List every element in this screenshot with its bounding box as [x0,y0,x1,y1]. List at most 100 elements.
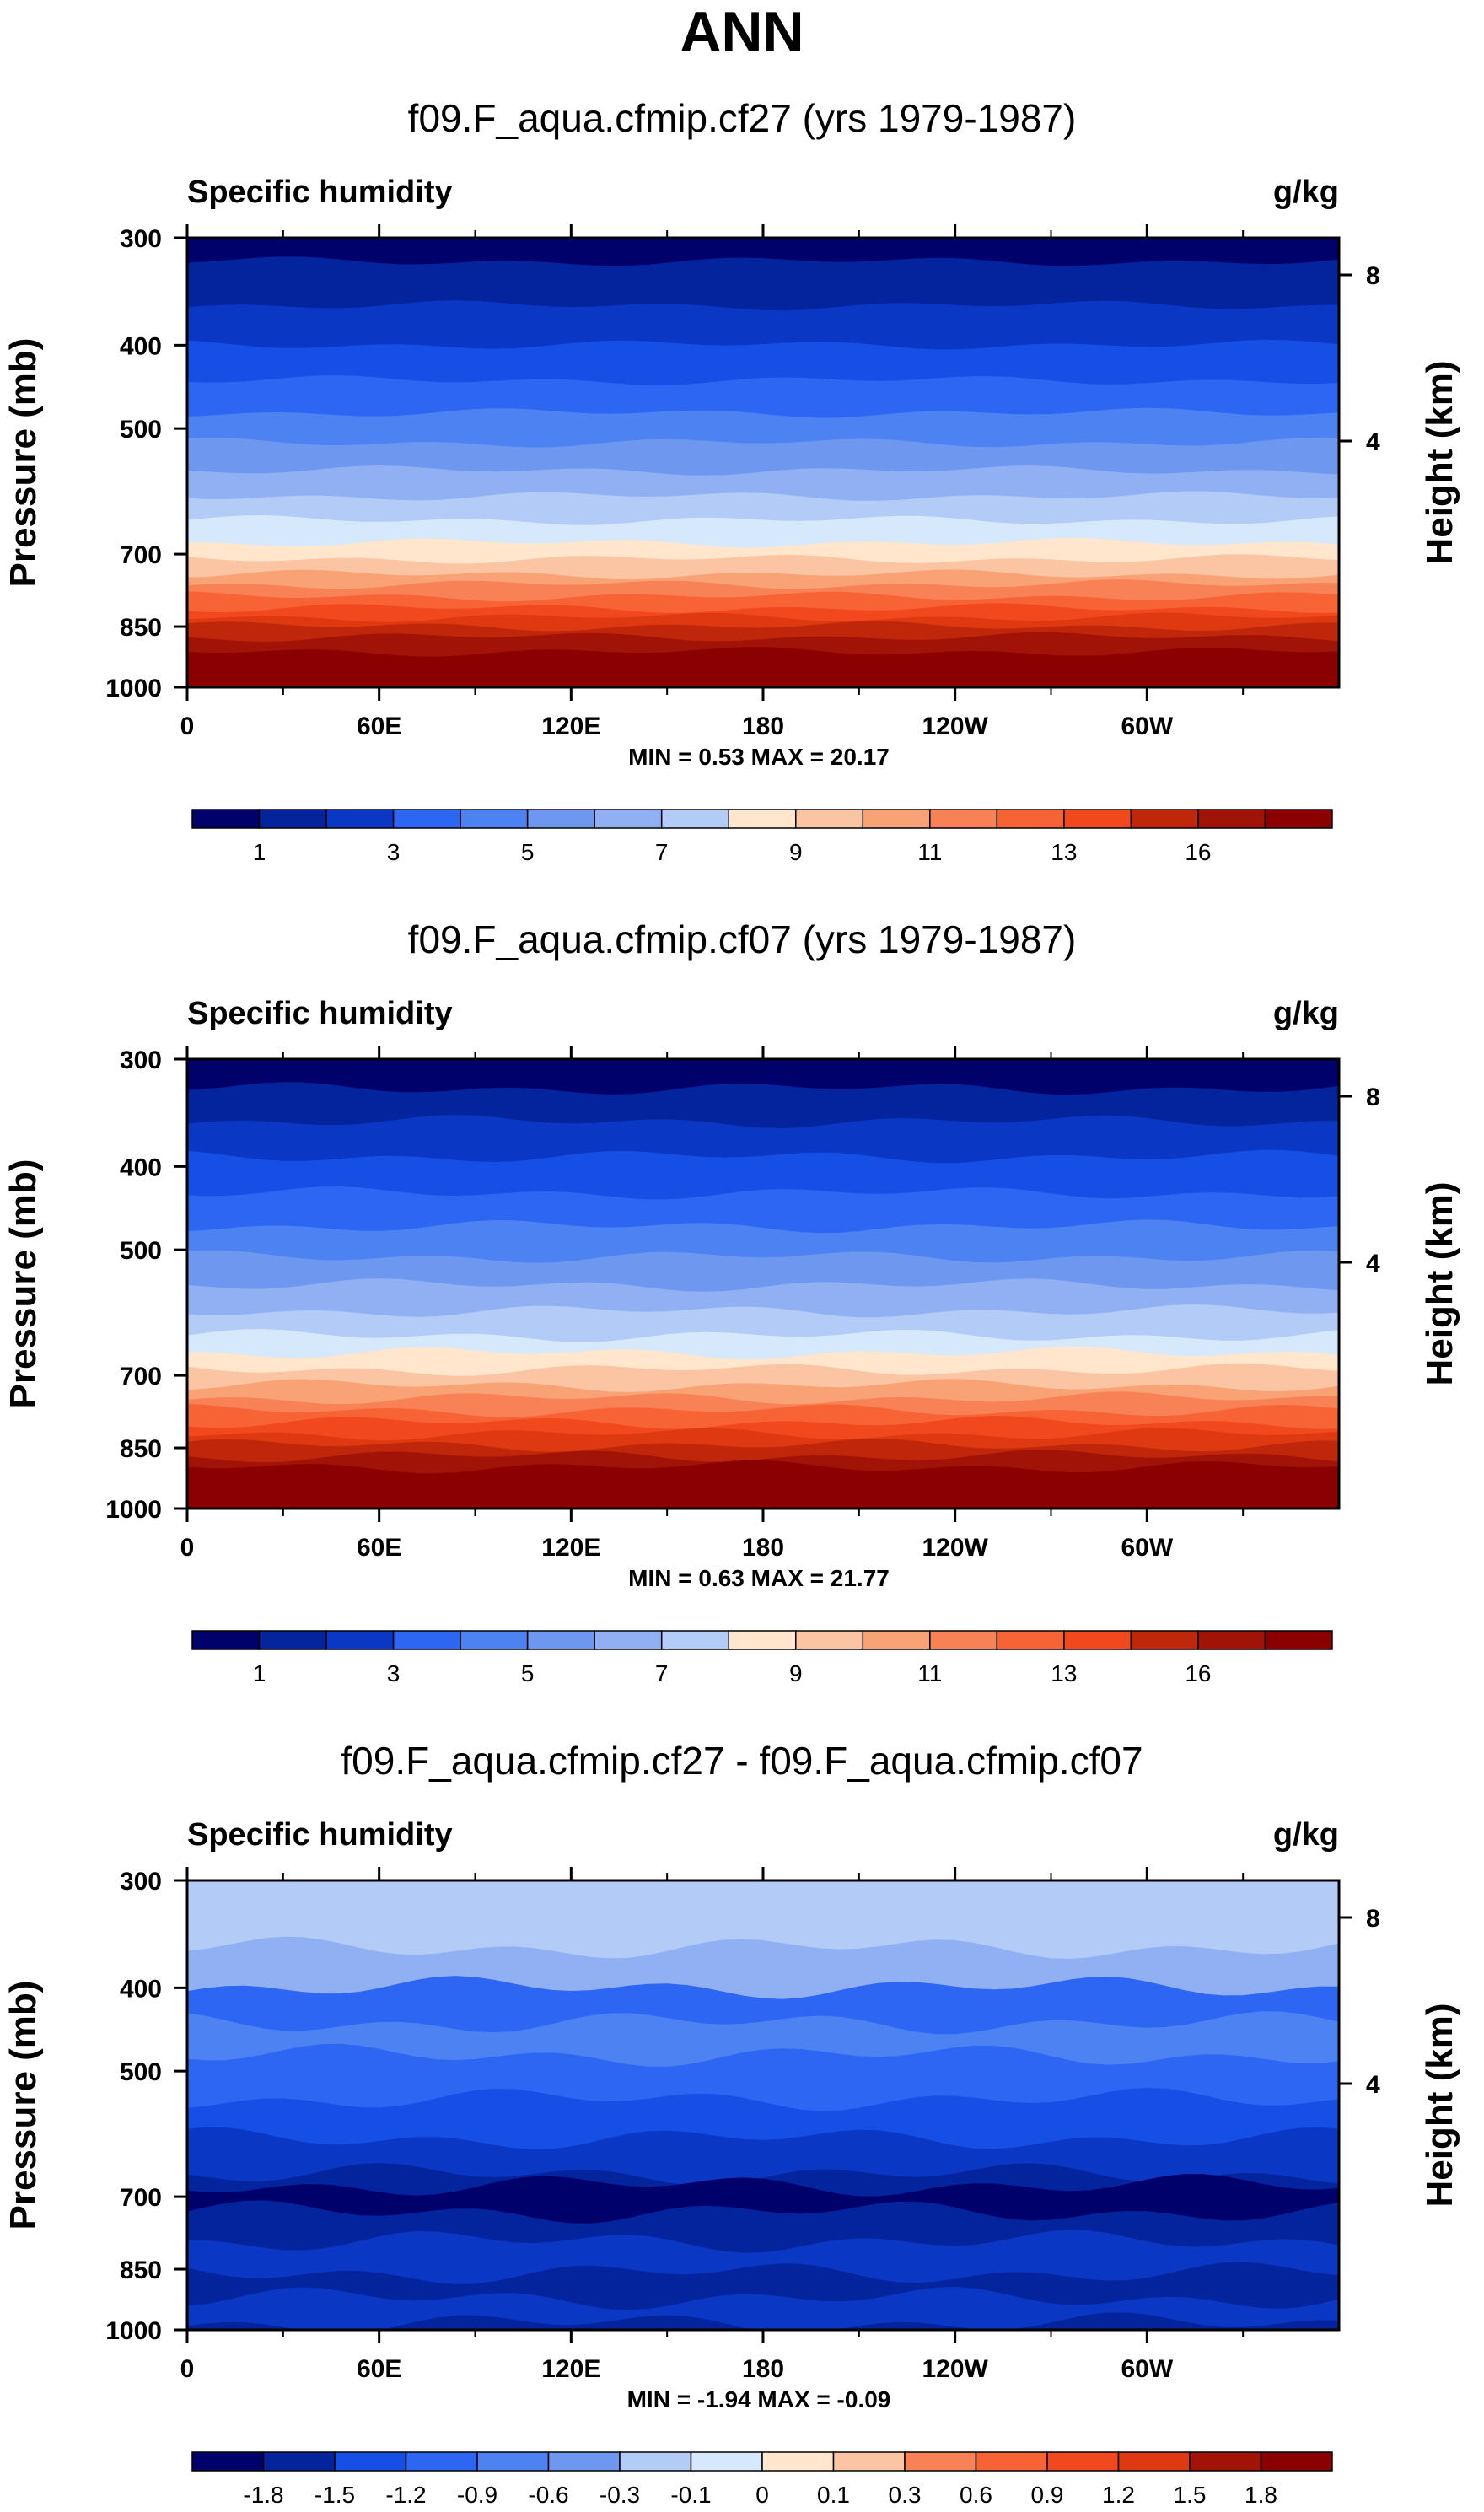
min-max-label: MIN = 0.63 MAX = 21.77 [628,1565,890,1591]
contour-band [187,1460,1339,1509]
x-tick-label: 120E [541,713,600,740]
x-tick-label: 120W [922,2355,988,2383]
colorbar-label: 1 [253,839,266,865]
y-tick-label: 500 [120,2058,162,2086]
colorbar-label: 5 [521,839,535,865]
y-tick-label: 700 [120,541,162,569]
x-tick-label: 0 [180,2355,195,2383]
colorbar-label: 9 [789,839,803,865]
x-tick-label: 0 [180,713,195,740]
y-tick-label: 850 [120,1435,162,1463]
colorbar-box [690,2451,763,2472]
colorbar-label: 9 [789,1660,803,1686]
colorbar-label: 16 [1185,839,1211,865]
colorbar-box [761,2451,835,2472]
contour-band [187,256,1339,312]
colorbar-box [526,809,595,829]
colorbar-label: -1.5 [315,2482,355,2508]
colorbar-box [996,1630,1065,1650]
colorbar-box [795,1630,864,1650]
colorbar-box [862,809,931,829]
colorbar-box [832,2451,906,2472]
y-axis-label: Pressure (mb) [3,1159,44,1409]
colorbar-box [1264,809,1333,829]
colorbar-label: 1.5 [1174,2482,1207,2508]
x-tick-label: 60W [1121,2355,1173,2383]
panel-title: f09.F_aqua.cfmip.cf27 (yrs 1979-1987) [408,96,1077,140]
colorbar-label: -0.1 [670,2482,711,2508]
y-right-tick-label: 8 [1366,1905,1380,1933]
colorbar-box [392,809,461,829]
colorbar-box [476,2451,550,2472]
colorbar-box [728,809,797,829]
colorbar-box [460,1630,529,1650]
x-tick-label: 60E [357,2355,401,2383]
units-label: g/kg [1273,175,1339,210]
colorbar-box [1189,2451,1262,2472]
colorbar-box [795,809,864,829]
y-tick-label: 500 [120,416,162,444]
colorbar-label: 13 [1051,839,1077,865]
colorbar-box [862,1630,931,1650]
x-tick-label: 120W [922,1534,988,1562]
colorbar-label: 0.3 [889,2482,922,2508]
units-label: g/kg [1273,996,1339,1031]
colorbar-box [262,2451,336,2472]
contour-band [187,2312,1339,2330]
y-right-tick-label: 4 [1366,428,1380,456]
colorbar-label: 13 [1051,1660,1077,1686]
colorbar-box [996,809,1065,829]
y-right-axis-label: Height (km) [1419,1182,1460,1386]
colorbar-box [1264,1630,1333,1650]
colorbar-box [547,2451,621,2472]
colorbar-box [1197,809,1266,829]
colorbar-label: 16 [1185,1660,1211,1686]
colorbar-label: -1.8 [243,2482,283,2508]
y-right-tick-label: 4 [1366,1250,1380,1278]
colorbar-label: 3 [387,839,401,865]
x-tick-label: 120W [922,713,988,740]
colorbar-box [325,1630,395,1650]
colorbar-label: -1.2 [385,2482,426,2508]
y-axis-label: Pressure (mb) [3,1981,44,2230]
colorbar-box [1063,809,1132,829]
colorbar-label: -0.6 [528,2482,568,2508]
x-tick-label: 120E [541,2355,600,2383]
colorbar-label: 7 [655,839,669,865]
colorbar-box [258,1630,327,1650]
panel-title: f09.F_aqua.cfmip.cf27 - f09.F_aqua.cfmip… [341,1739,1143,1783]
figure-title: ANN [680,0,804,64]
y-tick-label: 400 [120,332,162,360]
colorbar-box [405,2451,478,2472]
colorbar-label: 0.1 [817,2482,850,2508]
colorbar-box [594,1630,663,1650]
x-tick-label: 60W [1121,713,1173,740]
y-right-axis-label: Height (km) [1419,2004,1460,2208]
colorbar-box [660,809,729,829]
x-tick-label: 120E [541,1534,600,1562]
colorbar-label: 3 [387,1660,401,1686]
colorbar-box [258,809,327,829]
bands [187,1059,1339,1509]
y-tick-label: 400 [120,1154,162,1181]
y-tick-label: 850 [120,614,162,642]
y-tick-label: 1000 [105,1496,162,1524]
colorbar-label: -0.9 [457,2482,497,2508]
y-axis-label: Pressure (mb) [3,338,44,588]
colorbar-label: 7 [655,1660,669,1686]
contour-band [187,647,1339,687]
colorbar-box [334,2451,407,2472]
colorbar-box [594,809,663,829]
colorbar-label: 1.8 [1245,2482,1277,2508]
y-right-axis-label: Height (km) [1419,361,1460,565]
y-right-tick-label: 4 [1366,2071,1380,2099]
panel-2: f09.F_aqua.cfmip.cf07 (yrs 1979-1987) Spe… [3,917,1460,1686]
panel-1: f09.F_aqua.cfmip.cf27 (yrs 1979-1987) Spe… [3,96,1460,865]
colorbar-box [1130,809,1199,829]
colorbar-box [1260,2451,1333,2472]
colorbar-label: 1.2 [1102,2482,1135,2508]
colorbar-box [728,1630,797,1650]
x-tick-label: 60W [1121,1534,1173,1562]
y-tick-label: 1000 [105,675,162,702]
